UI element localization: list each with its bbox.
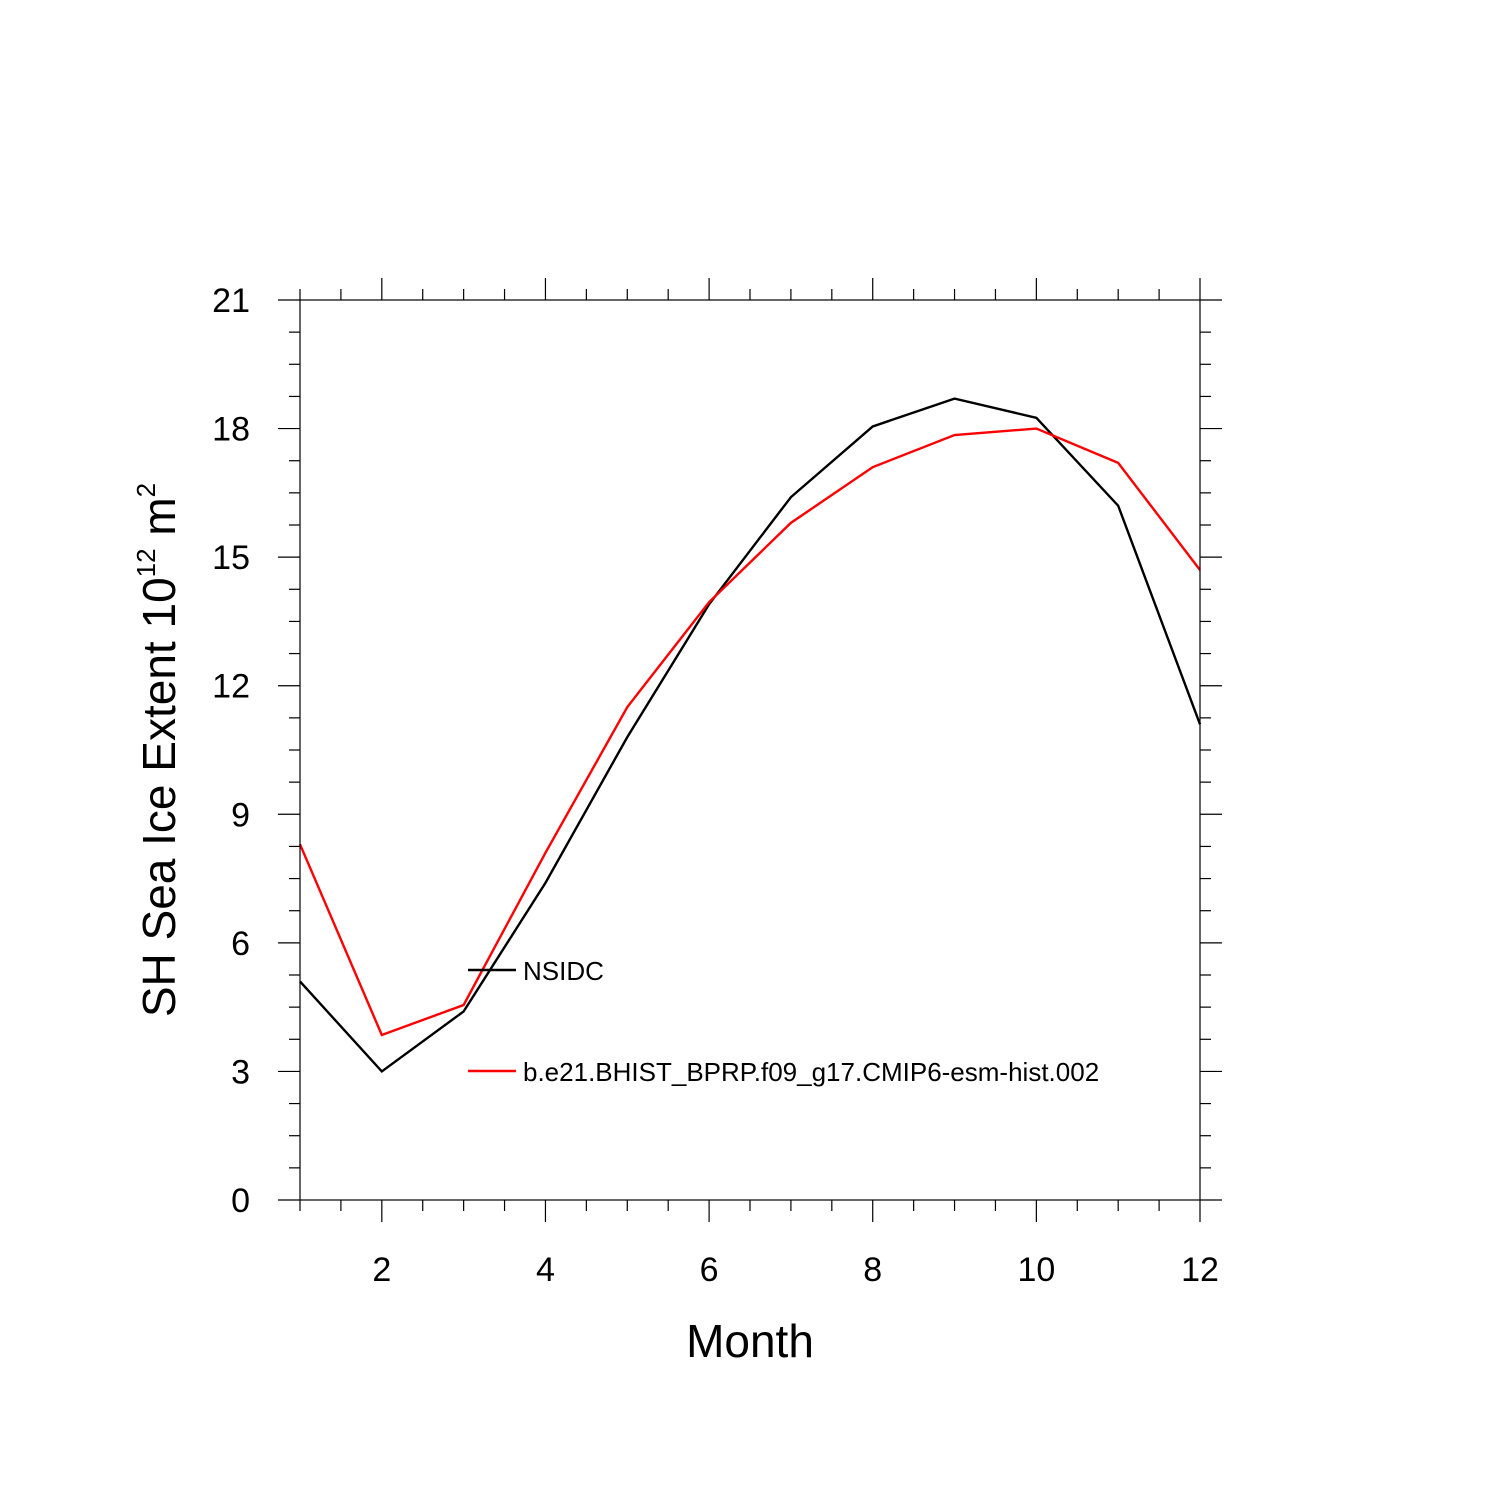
y-tick-labels: 0 3 6 9 12 15 18 21 <box>212 282 250 1220</box>
y-tick-label: 0 <box>231 1182 250 1220</box>
x-tick-label: 12 <box>1181 1251 1219 1289</box>
y-axis-title-exponent-2: 2 <box>131 483 161 497</box>
y-tick-label: 3 <box>231 1053 250 1091</box>
legend-label-0: NSIDC <box>523 956 604 986</box>
y-axis-title: SH Sea Ice Extent 1012 m2 <box>131 483 185 1017</box>
y-tick-label: 18 <box>212 411 250 449</box>
x-tick-label: 8 <box>863 1251 882 1289</box>
legend-label-1: b.e21.BHIST_BPRP.f09_g17.CMIP6-esm-hist.… <box>523 1057 1099 1087</box>
plot-frame <box>299 299 1201 1201</box>
series-line-0 <box>299 397 1202 1074</box>
y-tick-label: 12 <box>212 668 250 706</box>
x-axis-title: Month <box>686 1315 814 1367</box>
y-axis-title-base: SH Sea Ice Extent 10 <box>133 577 185 1017</box>
ticks-layer <box>278 278 1222 1222</box>
x-tick-labels: 2 4 6 8 10 12 <box>372 1251 1219 1289</box>
x-tick-label: 4 <box>536 1251 555 1289</box>
y-axis-title-unit: m <box>133 497 185 548</box>
x-tick-label: 2 <box>372 1251 391 1289</box>
y-tick-label: 6 <box>231 925 250 963</box>
series-line-1 <box>298 427 1201 1037</box>
x-tick-label: 10 <box>1017 1251 1055 1289</box>
legend: NSIDC b.e21.BHIST_BPRP.f09_g17.CMIP6-esm-… <box>468 956 1099 1087</box>
y-tick-label: 9 <box>231 796 250 834</box>
y-axis-title-exponent-1: 12 <box>131 548 161 577</box>
y-tick-label: 15 <box>212 539 250 577</box>
x-tick-label: 6 <box>700 1251 719 1289</box>
series-layer <box>298 397 1202 1074</box>
y-tick-label: 21 <box>212 282 250 320</box>
